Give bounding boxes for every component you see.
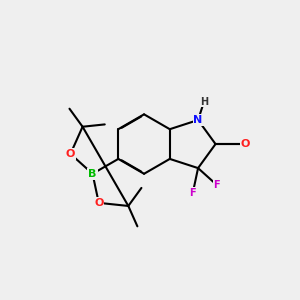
Text: O: O: [66, 149, 75, 159]
Text: F: F: [214, 180, 220, 190]
Text: F: F: [190, 188, 196, 198]
Text: O: O: [94, 198, 104, 208]
Text: O: O: [241, 139, 250, 149]
Text: B: B: [88, 169, 97, 179]
Text: N: N: [194, 115, 203, 125]
Text: H: H: [200, 97, 208, 106]
